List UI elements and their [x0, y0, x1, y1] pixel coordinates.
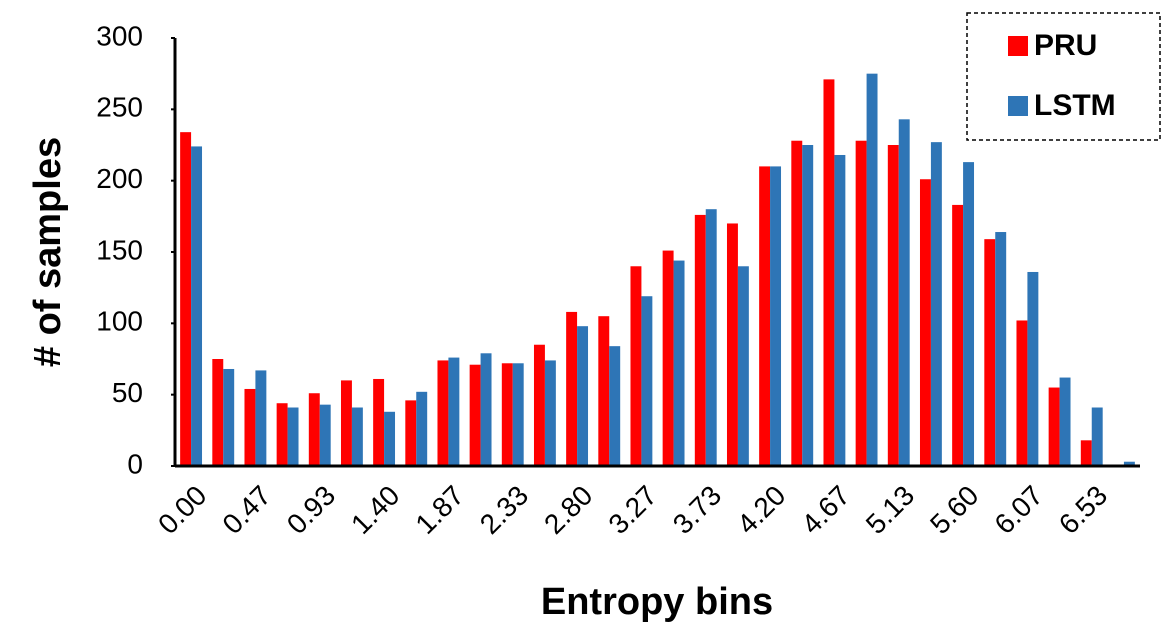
bar: [437, 360, 449, 466]
y-tick-label: 150: [96, 234, 143, 265]
bar: [180, 132, 192, 466]
bar: [919, 179, 931, 467]
y-tick-label: 0: [127, 448, 143, 479]
bar: [662, 250, 674, 466]
bar: [244, 388, 256, 466]
bar: [480, 353, 492, 466]
bar: [726, 223, 738, 466]
bar: [384, 411, 396, 466]
bar: [759, 166, 771, 466]
y-tick-label: 100: [96, 306, 143, 337]
y-tick-label: 50: [112, 377, 143, 408]
y-tick-label: 250: [96, 92, 143, 123]
legend-label: PRU: [1034, 29, 1097, 62]
bar: [212, 359, 224, 466]
bar: [319, 404, 331, 466]
bar: [866, 73, 878, 467]
y-tick-label: 200: [96, 163, 143, 194]
bar: [598, 316, 610, 466]
x-tick-label: 2.80: [538, 480, 598, 540]
bar: [405, 400, 417, 466]
bar: [448, 357, 460, 466]
bar: [930, 142, 942, 466]
bar: [1048, 387, 1060, 466]
bar: [501, 363, 513, 466]
bar: [308, 393, 320, 466]
bar: [223, 368, 235, 466]
bar: [705, 209, 717, 466]
bar: [984, 239, 996, 466]
bar: [287, 407, 299, 466]
legend-swatch: [1008, 96, 1028, 116]
bar: [995, 232, 1007, 466]
x-tick-label: 3.73: [667, 480, 727, 540]
bar: [963, 162, 975, 466]
x-tick-label: 1.40: [345, 480, 405, 540]
bar: [898, 119, 910, 466]
y-axis-title: # of samples: [27, 137, 69, 367]
bar: [416, 391, 428, 466]
bar: [577, 326, 589, 466]
bar: [834, 154, 846, 466]
x-tick-label: 0.00: [152, 480, 212, 540]
legend-box: [966, 12, 1161, 141]
bar: [952, 204, 964, 467]
bar: [791, 140, 803, 466]
x-tick-label: 4.67: [795, 480, 855, 540]
x-tick-label: 5.60: [924, 480, 984, 540]
x-tick-label: 0.93: [281, 480, 341, 540]
bar: [737, 266, 749, 466]
legend-swatch: [1008, 36, 1028, 56]
bar: [770, 166, 782, 466]
bar: [566, 311, 578, 466]
bar: [802, 145, 814, 466]
bar: [255, 370, 267, 466]
bar: [544, 360, 556, 466]
bar: [533, 344, 545, 466]
bar: [1027, 271, 1039, 466]
bar: [609, 346, 621, 466]
bar: [373, 378, 385, 466]
bar: [887, 145, 899, 466]
bar: [1091, 407, 1103, 466]
x-tick-label: 2.33: [474, 480, 534, 540]
bar: [276, 403, 288, 466]
x-tick-label: 1.87: [409, 480, 469, 540]
bar: [351, 407, 363, 466]
bar: [1080, 440, 1092, 466]
bar: [823, 79, 835, 466]
x-tick-label: 4.20: [731, 480, 791, 540]
x-axis-title: Entropy bins: [541, 581, 773, 623]
bar: [694, 214, 706, 466]
bar: [1123, 461, 1135, 466]
bar: [1016, 320, 1028, 466]
x-tick-label: 6.07: [988, 480, 1048, 540]
bar: [512, 363, 524, 466]
x-tick-label: 0.47: [216, 480, 276, 540]
bar: [855, 140, 867, 466]
legend-label: LSTM: [1034, 89, 1116, 122]
bar: [340, 380, 352, 466]
x-tick-label: 5.13: [860, 480, 920, 540]
bar: [191, 146, 203, 466]
bar: [673, 260, 685, 466]
x-tick-label: 6.53: [1053, 480, 1113, 540]
bar: [1059, 377, 1071, 466]
y-tick-label: 300: [96, 20, 143, 51]
bar: [641, 296, 653, 466]
x-tick-label: 3.27: [602, 480, 662, 540]
bar: [630, 266, 642, 466]
bar: [469, 364, 481, 466]
